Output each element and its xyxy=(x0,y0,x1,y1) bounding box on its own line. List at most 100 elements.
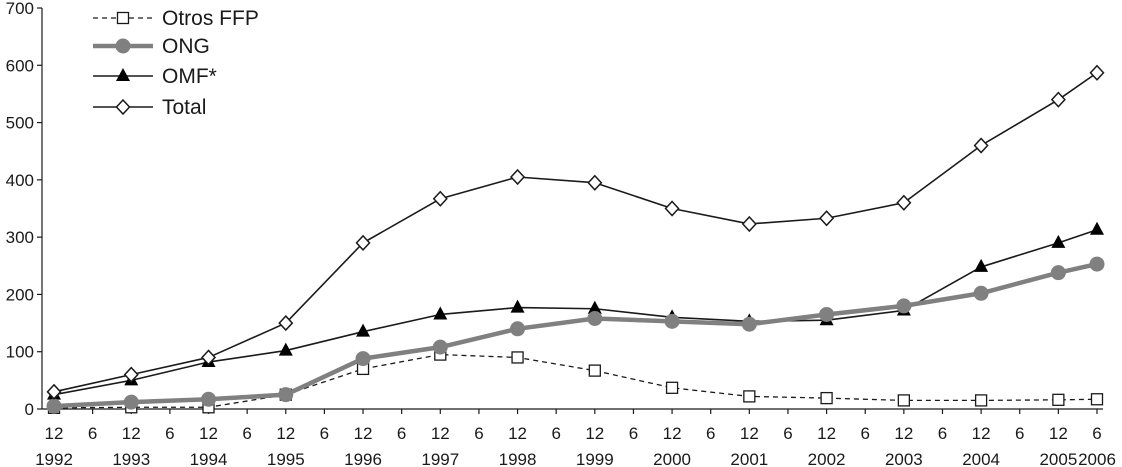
data-point-ong xyxy=(123,394,139,410)
data-point-otros-ffp xyxy=(1052,393,1065,406)
data-point-total xyxy=(278,314,294,332)
data-point-otros-ffp xyxy=(820,391,833,405)
data-point-omf xyxy=(510,299,525,313)
series-ong xyxy=(46,256,1105,414)
x-month-tick-label: 12 xyxy=(972,424,991,443)
y-tick-label: 200 xyxy=(6,285,34,304)
series-total xyxy=(46,64,1105,400)
data-point-total xyxy=(973,137,989,154)
x-month-tick-label: 12 xyxy=(431,424,450,443)
data-point-total xyxy=(664,200,680,217)
data-point-omf xyxy=(278,342,293,356)
data-point-ong xyxy=(510,321,526,337)
data-point-ong xyxy=(432,339,448,355)
data-point-otros-ffp xyxy=(743,390,756,403)
data-point-ong xyxy=(1089,256,1105,272)
x-month-tick-label: 6 xyxy=(1092,424,1101,443)
legend-label-otros-ffp: Otros FFP xyxy=(162,7,259,30)
series-line-omf xyxy=(53,228,1098,396)
x-month-tick-label: 12 xyxy=(276,424,295,443)
x-year-tick-label: 1998 xyxy=(499,450,537,467)
data-point-otros-ffp xyxy=(511,351,524,364)
legend-marker-omf xyxy=(116,68,130,81)
x-month-tick-label: 6 xyxy=(88,424,97,443)
axes: 0 100 200 300 400 500 600 700 12 6 12 6 12 6 12 6 12 6 12 6… xyxy=(6,0,1116,467)
x-year-tick-label: 1996 xyxy=(344,450,382,467)
x-year-tick-label: 1999 xyxy=(576,450,614,467)
legend-item-otros-ffp: Otros FFP xyxy=(93,7,259,30)
y-tick-label: 300 xyxy=(6,228,34,247)
data-point-omf xyxy=(433,306,448,320)
data-point-omf xyxy=(1051,234,1066,248)
legend-label-ong: ONG xyxy=(162,35,210,58)
data-point-omf xyxy=(587,300,602,314)
x-year-tick-label: 2006 xyxy=(1078,450,1116,467)
x-month-tick-label: 6 xyxy=(474,424,483,443)
data-point-ong xyxy=(587,310,603,326)
data-point-ong xyxy=(1050,265,1066,281)
data-point-total xyxy=(123,366,139,383)
data-point-omf xyxy=(974,258,989,272)
data-point-total xyxy=(1089,64,1105,81)
x-year-tick-label: 2000 xyxy=(653,450,691,467)
x-year-tick-label: 1994 xyxy=(190,450,228,467)
data-point-total xyxy=(200,349,217,366)
data-point-total xyxy=(896,194,912,211)
x-month-tick-label: 12 xyxy=(585,424,604,443)
x-year-tick-label: 1995 xyxy=(267,450,305,467)
y-tick-label: 700 xyxy=(6,0,34,18)
x-month-tick-label: 12 xyxy=(817,424,836,443)
data-point-otros-ffp xyxy=(588,364,601,377)
legend-marker-total xyxy=(115,98,131,116)
data-point-ong xyxy=(201,391,217,407)
x-month-tick-label: 12 xyxy=(45,424,64,443)
data-point-total xyxy=(1050,91,1066,108)
x-year-tick-label: 2005 xyxy=(1039,450,1077,467)
x-month-tick-label: 12 xyxy=(894,424,913,443)
y-tick-label: 400 xyxy=(6,171,34,190)
legend-label-omf: OMF* xyxy=(162,65,217,88)
legend-label-total: Total xyxy=(162,96,206,119)
data-point-ong xyxy=(664,313,680,329)
x-month-tick-label: 6 xyxy=(397,424,406,443)
x-month-tick-label: 12 xyxy=(1049,424,1068,443)
y-tick-label: 100 xyxy=(6,343,34,362)
x-month-tick-label: 6 xyxy=(706,424,715,443)
legend-marker-otros-ffp xyxy=(116,11,130,25)
y-tick-label: 500 xyxy=(6,114,34,133)
data-point-omf xyxy=(356,323,371,337)
series-line-ong xyxy=(53,261,1098,409)
data-point-otros-ffp xyxy=(1090,393,1104,406)
series-line-otros-ffp xyxy=(53,353,1098,409)
x-month-tick-label: 6 xyxy=(629,424,638,443)
x-year-tick-label: 2001 xyxy=(730,450,768,467)
x-month-tick-label: 12 xyxy=(508,424,527,443)
data-point-ong xyxy=(278,387,294,403)
series-layer xyxy=(46,64,1105,415)
x-year-tick-label: 1997 xyxy=(421,450,459,467)
x-year-tick-label: 1993 xyxy=(112,450,150,467)
x-month-tick-label: 6 xyxy=(242,424,251,443)
x-month-tick-label: 6 xyxy=(1015,424,1024,443)
data-point-ong xyxy=(741,316,757,332)
y-tick-label: 600 xyxy=(6,56,34,75)
x-year-tick-label: 1992 xyxy=(35,450,73,467)
series-omf xyxy=(47,221,1104,400)
data-point-omf xyxy=(1090,221,1104,235)
data-point-total xyxy=(510,168,526,186)
data-point-ong xyxy=(819,306,835,322)
data-point-total xyxy=(46,383,62,400)
x-month-tick-label: 12 xyxy=(122,424,141,443)
data-point-otros-ffp xyxy=(974,394,988,407)
data-point-ong xyxy=(896,298,912,314)
x-month-tick-label: 6 xyxy=(860,424,869,443)
x-year-tick-label: 2002 xyxy=(808,450,846,467)
data-point-total xyxy=(432,190,448,207)
data-point-ong xyxy=(973,285,989,301)
y-tick-label: 0 xyxy=(25,400,34,419)
x-month-tick-label: 12 xyxy=(199,424,218,443)
legend-item-total: Total xyxy=(93,96,206,119)
legend-item-ong: ONG xyxy=(93,35,210,58)
x-month-tick-label: 12 xyxy=(354,424,373,443)
